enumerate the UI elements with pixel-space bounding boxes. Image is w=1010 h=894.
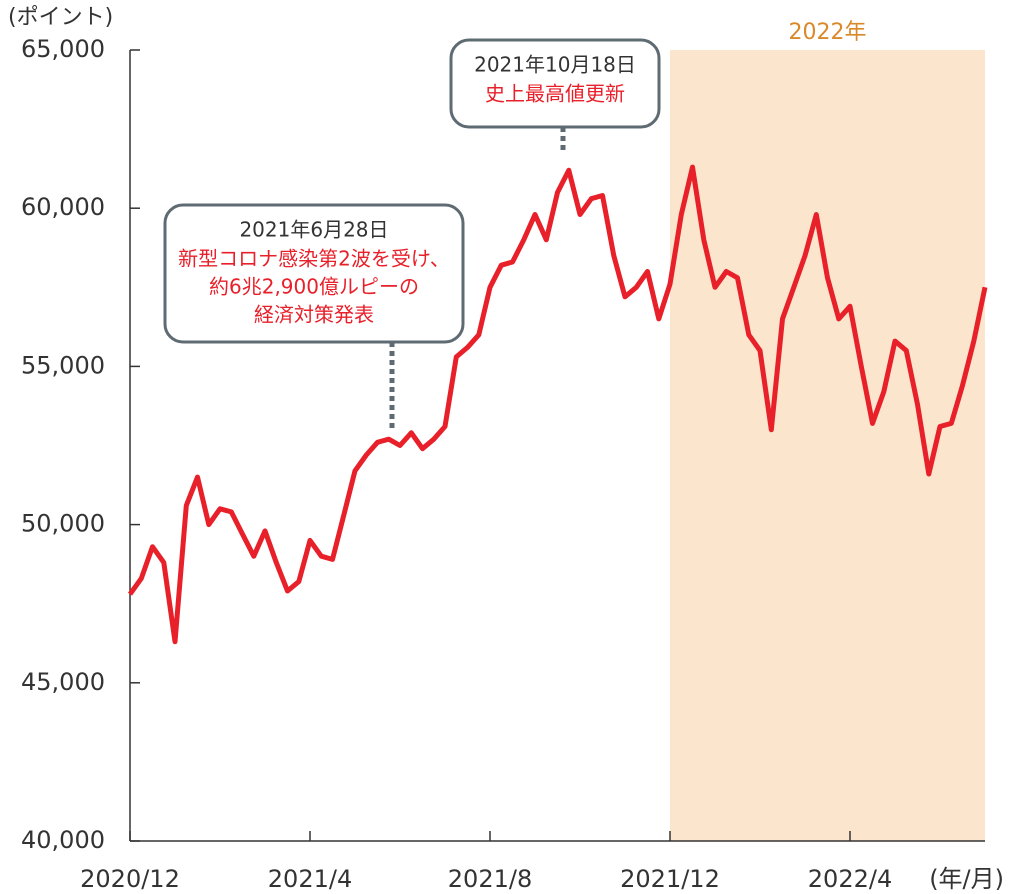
callout-date: 2021年6月28日 xyxy=(239,218,388,242)
x-tick-label: 2021/4 xyxy=(268,865,352,893)
series-line xyxy=(127,164,988,645)
y-tick-label: 45,000 xyxy=(21,668,105,696)
shaded-region xyxy=(670,50,985,841)
x-tick-label: 2022/4 xyxy=(808,865,892,893)
x-axis-label: (年/月) xyxy=(929,865,1004,893)
y-tick-label: 55,000 xyxy=(21,351,105,379)
callout-box xyxy=(449,38,661,129)
callout-box xyxy=(163,203,465,344)
y-tick-label: 60,000 xyxy=(21,193,105,221)
callout-text: 史上最高値更新 xyxy=(485,82,625,106)
callout-date: 2021年10月18日 xyxy=(474,53,636,77)
x-tick-label: 2021/12 xyxy=(620,865,720,893)
callout-text: 経済対策発表 xyxy=(254,303,374,327)
callout-text: 新型コロナ感染第2波を受け、 xyxy=(178,247,450,271)
y-tick-label: 65,000 xyxy=(21,35,105,63)
x-tick-label: 2020/12 xyxy=(80,865,180,893)
y-axis-label: (ポイント) xyxy=(8,5,113,30)
y-tick-label: 40,000 xyxy=(21,826,105,854)
callout-text: 約6兆2,900億ルピーの xyxy=(209,275,419,299)
shaded-region-label: 2022年 xyxy=(789,20,867,45)
y-tick-label: 50,000 xyxy=(21,510,105,538)
x-tick-label: 2021/8 xyxy=(448,865,532,893)
